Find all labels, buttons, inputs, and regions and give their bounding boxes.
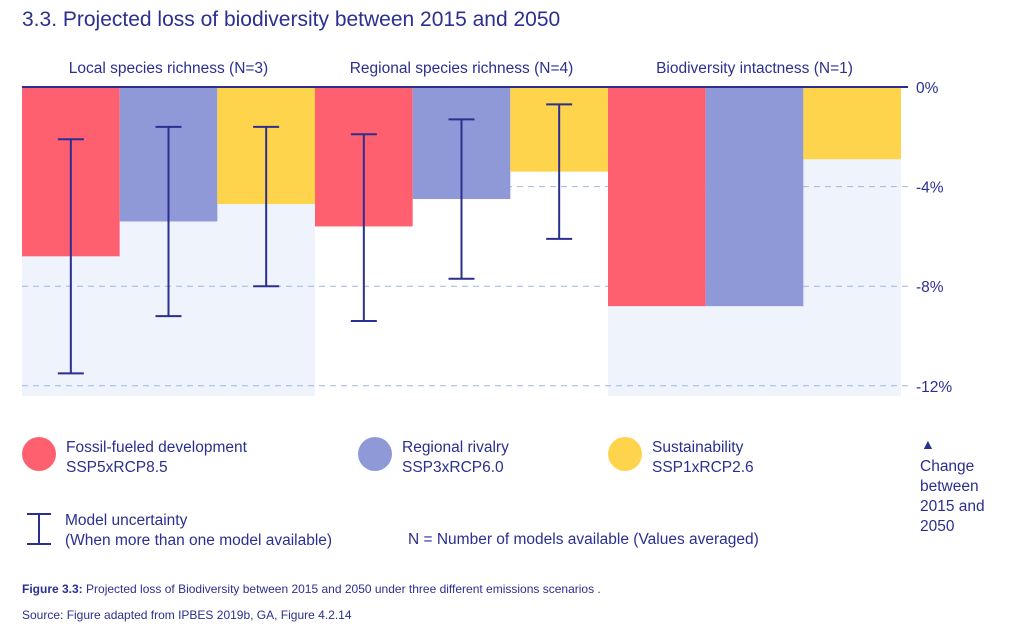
change-line-3: 2015 and bbox=[920, 498, 985, 515]
legend-fossil-name: Fossil-fueled development bbox=[66, 439, 247, 456]
legend-uncertainty-note: (When more than one model available) bbox=[65, 532, 333, 549]
y-tick-label: -8% bbox=[916, 279, 944, 296]
legend-fossil-code: SSP5xRCP8.5 bbox=[66, 459, 168, 476]
n-note: N = Number of models available (Values a… bbox=[408, 531, 759, 548]
error-bars bbox=[57, 103, 573, 375]
figure-caption: Figure 3.3: Projected loss of Biodiversi… bbox=[22, 582, 601, 596]
legend-fossil: Fossil-fueled development SSP5xRCP8.5 bbox=[22, 437, 247, 478]
category-labels: Local species richness (N=3) Regional spe… bbox=[69, 60, 853, 77]
legend-sustain: Sustainability SSP1xRCP2.6 bbox=[608, 437, 754, 478]
y-tick-label: -4% bbox=[916, 180, 944, 197]
bar bbox=[803, 87, 901, 160]
legend-sustain-code: SSP1xRCP2.6 bbox=[652, 459, 754, 476]
legend-regional-code: SSP3xRCP6.0 bbox=[402, 459, 504, 476]
sustain-swatch bbox=[608, 437, 642, 471]
chart: Local species richness (N=3) Regional spe… bbox=[22, 60, 952, 396]
change-line-1: Change bbox=[920, 458, 975, 475]
bar bbox=[608, 87, 706, 307]
bar bbox=[705, 87, 804, 307]
figure-source: Source: Figure adapted from IPBES 2019b,… bbox=[22, 608, 352, 622]
change-line-2: between bbox=[920, 478, 979, 495]
y-tick-label: -12% bbox=[916, 379, 952, 396]
caption-label: Figure 3.3: bbox=[22, 582, 83, 596]
legend-regional: Regional rivalry SSP3xRCP6.0 bbox=[358, 437, 509, 478]
category-label: Biodiversity intactness (N=1) bbox=[656, 60, 853, 77]
y-tick-label: 0% bbox=[916, 80, 939, 97]
change-note: ▲ Change between 2015 and 2050 bbox=[920, 437, 1020, 537]
y-tick-labels: 0% -4% -8% -12% bbox=[916, 80, 952, 396]
page-title: 3.3. Projected loss of biodiversity betw… bbox=[22, 8, 561, 31]
category-label: Regional species richness (N=4) bbox=[350, 60, 574, 77]
regional-swatch bbox=[358, 437, 392, 471]
legend-regional-name: Regional rivalry bbox=[402, 439, 509, 456]
legend-uncertainty: Model uncertainty (When more than one mo… bbox=[22, 511, 332, 551]
error-bar-icon bbox=[27, 513, 51, 545]
change-line-4: 2050 bbox=[920, 518, 955, 535]
caption-text: Projected loss of Biodiversity between 2… bbox=[82, 582, 601, 596]
legend-sustain-name: Sustainability bbox=[652, 439, 744, 456]
category-label: Local species richness (N=3) bbox=[69, 60, 268, 77]
fossil-swatch bbox=[22, 437, 56, 471]
triangle-up-icon: ▲ bbox=[921, 436, 935, 452]
legend-uncertainty-title: Model uncertainty bbox=[65, 512, 188, 529]
